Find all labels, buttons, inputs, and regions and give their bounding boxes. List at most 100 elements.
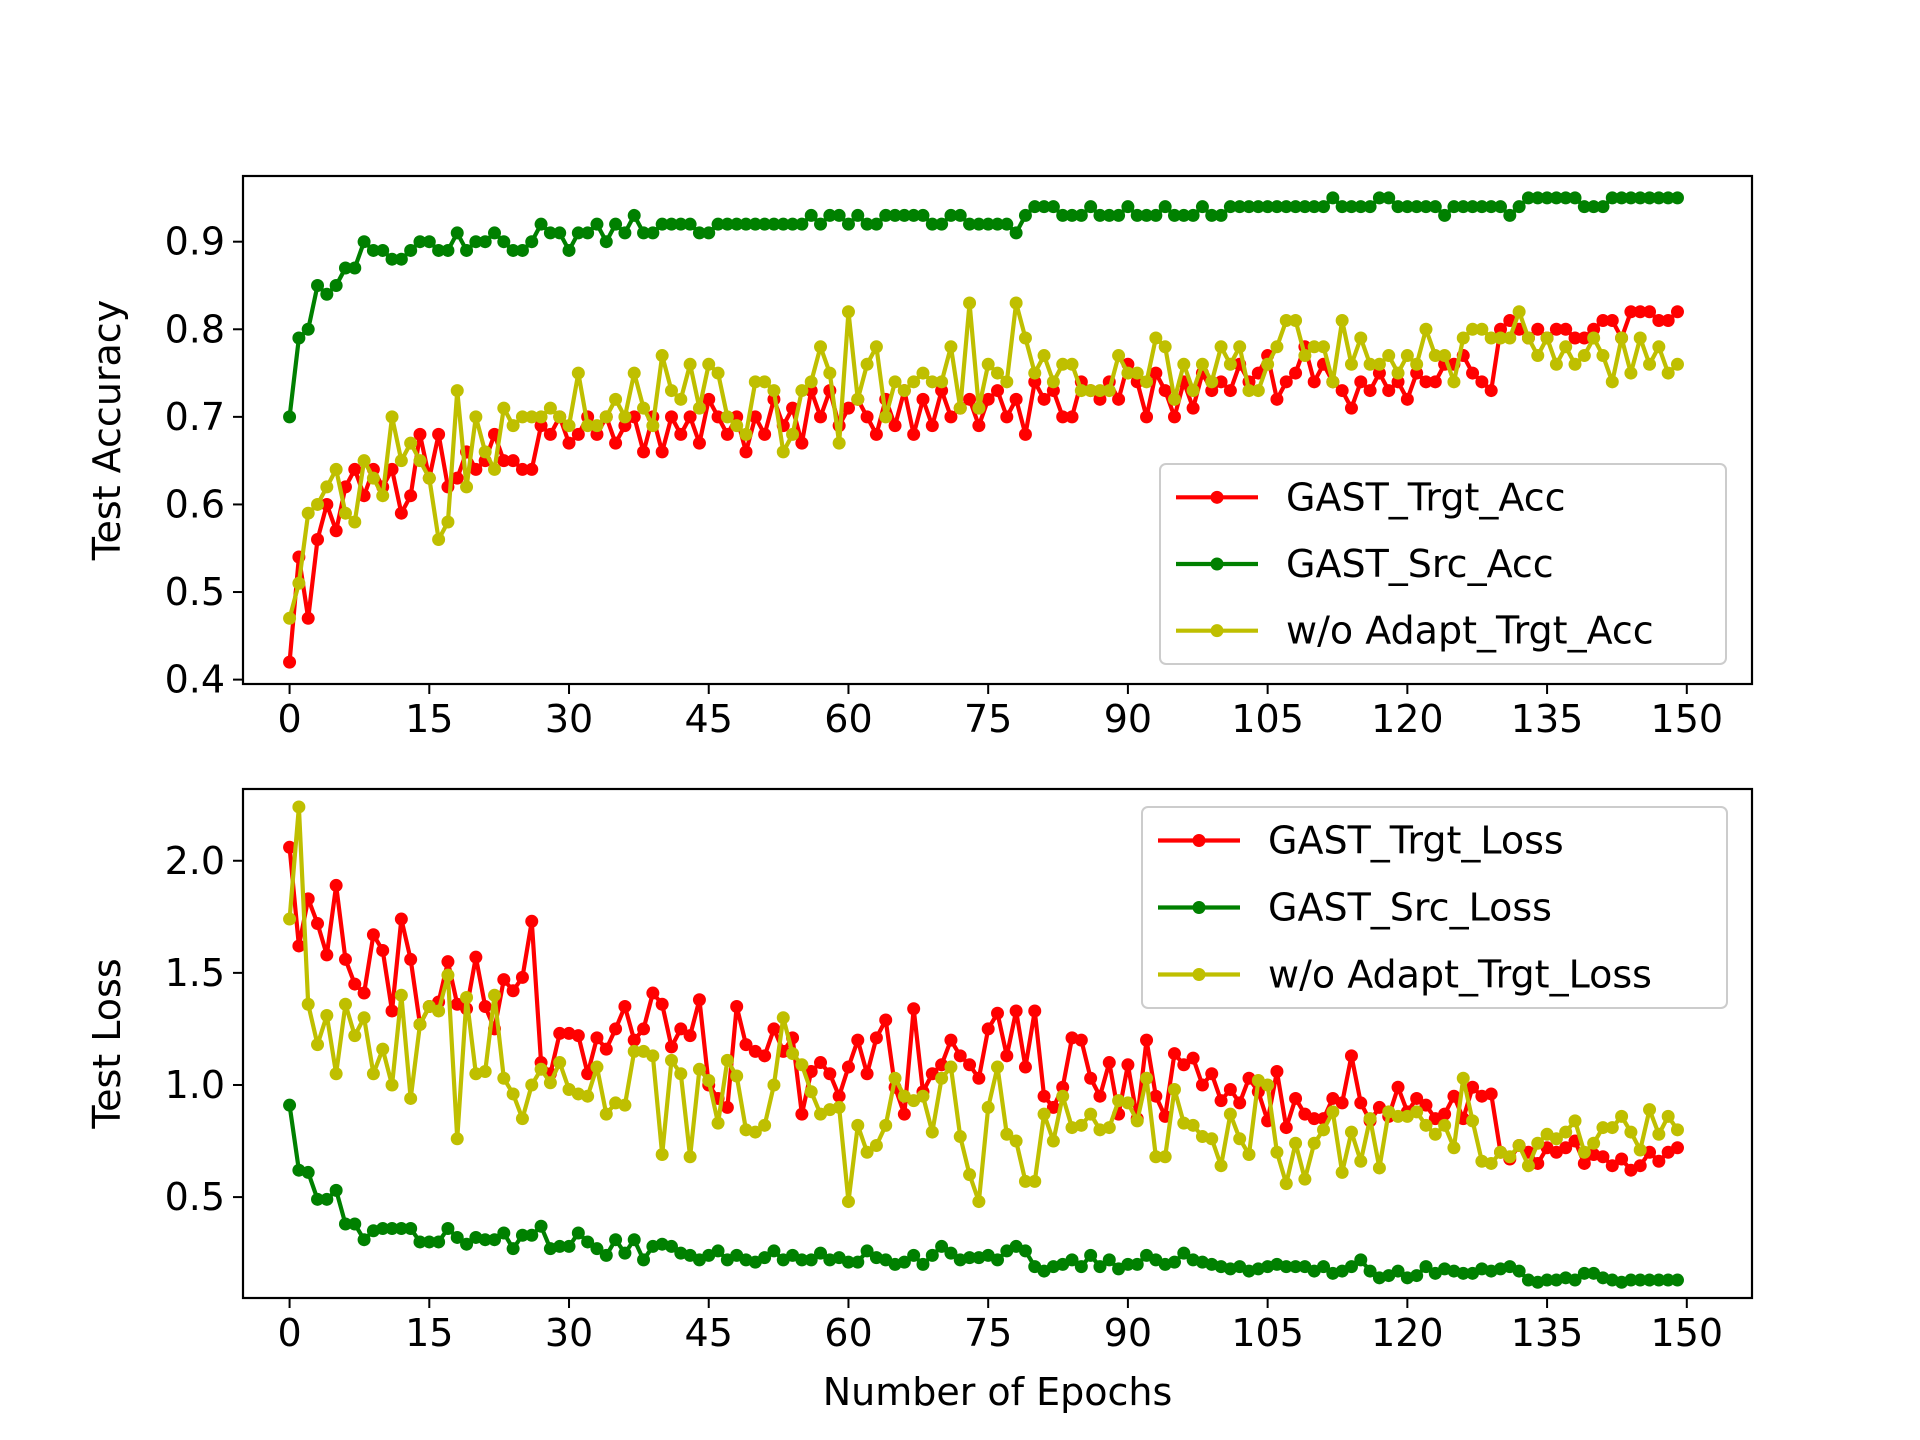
data-point: [488, 226, 501, 240]
data-point: [450, 384, 464, 398]
data-point: [1354, 1154, 1368, 1168]
data-point: [1102, 384, 1116, 398]
data-point: [506, 984, 520, 998]
data-point: [1009, 392, 1023, 406]
data-point: [609, 1022, 623, 1036]
data-point: [543, 427, 557, 441]
data-point: [841, 1195, 855, 1209]
data-point: [925, 1248, 939, 1262]
data-point: [1587, 1136, 1601, 1150]
data-point: [1419, 375, 1433, 389]
legend: GAST_Trgt_Loss GAST_Src_Loss w/o Adapt_Trg…: [1141, 806, 1728, 1009]
data-point: [1633, 1273, 1647, 1287]
data-point: [963, 296, 977, 310]
data-point: [413, 1235, 427, 1249]
data-point: [515, 462, 529, 476]
y-axis-label: Test Loss: [85, 958, 129, 1129]
data-point: [860, 217, 874, 231]
y-tick-label: 0.6: [165, 482, 225, 526]
data-point: [1307, 340, 1321, 354]
data-point: [1177, 1246, 1191, 1260]
data-point: [1391, 1264, 1405, 1278]
data-point: [1447, 1089, 1461, 1103]
data-point: [1046, 375, 1060, 389]
data-point: [841, 305, 855, 319]
data-point: [329, 524, 343, 538]
data-point: [1466, 366, 1480, 380]
data-point: [711, 366, 725, 380]
data-point: [1279, 314, 1293, 328]
data-point: [320, 480, 334, 494]
data-point: [348, 977, 362, 991]
data-point: [1624, 191, 1638, 205]
data-point: [1279, 1260, 1293, 1274]
data-point: [963, 1058, 977, 1072]
data-point: [655, 1147, 669, 1161]
data-point: [404, 489, 418, 503]
series-group: [283, 191, 1684, 669]
data-point: [963, 392, 977, 406]
data-point: [786, 427, 800, 441]
series-group: [283, 800, 1684, 1289]
data-point: [637, 226, 651, 240]
data-point: [571, 427, 585, 441]
x-tick-label: 30: [545, 1311, 593, 1355]
data-point: [879, 1118, 893, 1132]
data-point: [1195, 357, 1209, 371]
data-point: [1587, 200, 1601, 214]
data-point: [301, 611, 315, 625]
data-point: [1028, 366, 1042, 380]
data-point: [1130, 1114, 1144, 1128]
data-point: [1074, 208, 1088, 222]
data-point: [1028, 1004, 1042, 1018]
data-point: [1605, 314, 1619, 328]
data-point: [1112, 392, 1126, 406]
x-tick-label: 0: [277, 1311, 301, 1355]
data-point: [972, 419, 986, 433]
data-point: [664, 384, 678, 398]
data-point: [590, 217, 604, 231]
data-point: [581, 1235, 595, 1249]
data-point: [720, 427, 734, 441]
data-point: [832, 1100, 846, 1114]
data-point: [497, 1071, 511, 1085]
data-point: [320, 287, 334, 301]
data-point: [1046, 200, 1060, 214]
data-point: [1382, 191, 1396, 205]
data-point: [1056, 410, 1070, 424]
data-point: [1167, 1047, 1181, 1061]
data-point: [1214, 375, 1228, 389]
data-point: [1363, 200, 1377, 214]
data-point: [1615, 191, 1629, 205]
data-point: [1121, 1096, 1135, 1110]
data-point: [404, 952, 418, 966]
data-point: [1503, 208, 1517, 222]
data-point: [1158, 340, 1172, 354]
data-point: [730, 1000, 744, 1013]
data-point: [1503, 331, 1517, 345]
data-point: [664, 1239, 678, 1253]
data-point: [1410, 357, 1424, 371]
data-point: [376, 243, 390, 257]
data-point: [851, 1118, 865, 1132]
data-point: [786, 217, 800, 231]
data-point: [1326, 1105, 1340, 1119]
data-point: [1279, 1177, 1293, 1191]
data-point: [1056, 1089, 1070, 1103]
data-point: [1167, 392, 1181, 406]
x-tick-label: 150: [1651, 697, 1724, 741]
data-point: [1438, 1107, 1452, 1121]
data-point: [1121, 200, 1135, 214]
data-point: [1643, 1273, 1657, 1287]
data-point: [1596, 200, 1610, 214]
data-point: [1158, 384, 1172, 398]
data-point: [953, 1049, 967, 1063]
data-point: [786, 1047, 800, 1061]
data-point: [385, 1078, 399, 1092]
data-point: [1484, 331, 1498, 345]
data-point: [1624, 305, 1638, 319]
data-point: [1605, 375, 1619, 389]
data-point: [823, 208, 837, 222]
data-point: [1577, 349, 1591, 363]
data-point: [1354, 375, 1368, 389]
